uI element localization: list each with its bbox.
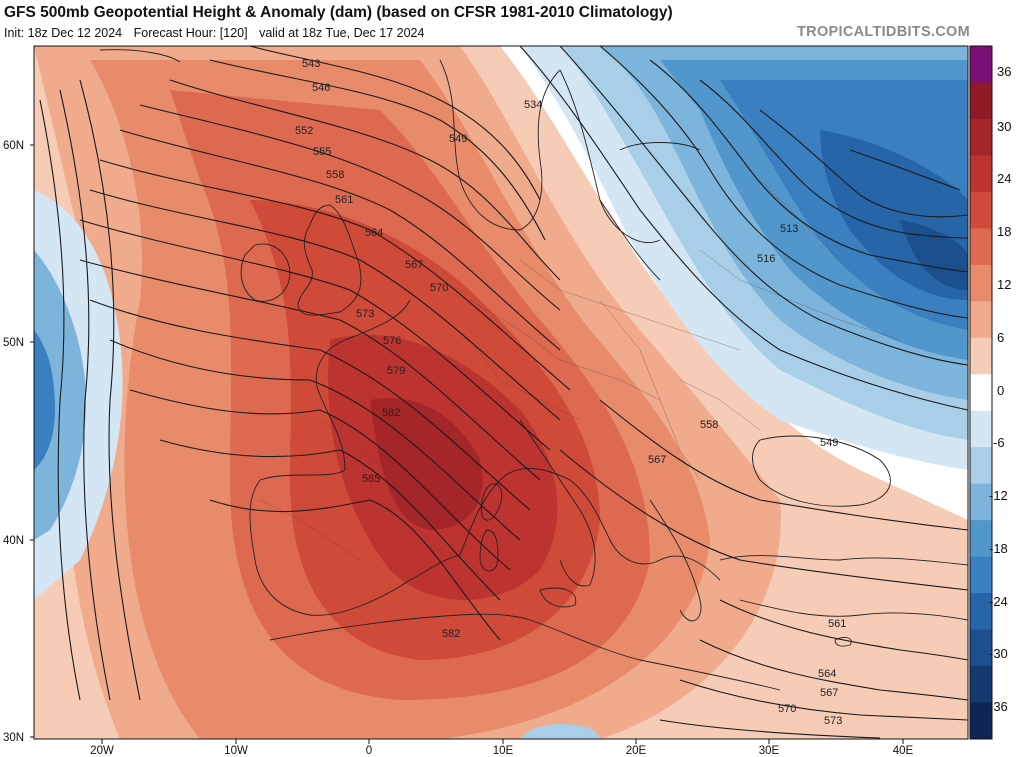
colorbar [969, 45, 993, 740]
height-label: 582 [442, 628, 460, 640]
lon-label: 10W [224, 745, 248, 757]
height-label: 549 [449, 133, 467, 145]
valid-time: valid at 18z Tue, Dec 17 2024 [259, 26, 425, 40]
map-title: GFS 500mb Geopotential Height & Anomaly … [4, 4, 673, 21]
colorbar-segment [970, 337, 992, 375]
height-label: 558 [326, 169, 344, 181]
colorbar-tick: -12 [989, 488, 1008, 503]
colorbar-tick: 12 [997, 277, 1011, 292]
height-label: 567 [648, 454, 666, 466]
colorbar-segment [970, 556, 992, 594]
height-label: 564 [365, 227, 383, 239]
colorbar-segment [970, 155, 992, 193]
height-label: 579 [387, 365, 405, 377]
colorbar-segment [970, 118, 992, 156]
height-label: 570 [778, 703, 796, 715]
colorbar-tick: -30 [989, 646, 1008, 661]
colorbar-tick: 30 [997, 119, 1011, 134]
colorbar-tick: 36 [997, 64, 1011, 79]
colorbar-tick: -6 [993, 435, 1005, 450]
height-label: 543 [302, 58, 320, 70]
brand-watermark: TROPICALTIDBITS.COM [797, 24, 970, 40]
lon-label: 40E [893, 745, 914, 757]
colorbar-segment [970, 301, 992, 339]
height-label: 576 [383, 335, 401, 347]
height-label: 585 [362, 473, 380, 485]
colorbar-tick: -18 [989, 541, 1008, 556]
colorbar-segment [970, 447, 992, 485]
colorbar-segment [970, 593, 992, 631]
colorbar-segment [970, 191, 992, 229]
init-time: Init: 18z Dec 12 2024 [4, 26, 123, 40]
latitude-axis: 30N 40N 50N 60N [3, 140, 34, 744]
lon-label: 20W [90, 745, 114, 757]
colorbar-segment [970, 629, 992, 667]
height-label: 564 [818, 668, 836, 680]
lat-label: 50N [3, 337, 24, 349]
colorbar-segment [970, 264, 992, 302]
height-label: 549 [820, 437, 838, 449]
forecast-hour: Forecast Hour: [120] [133, 26, 248, 40]
height-label: 573 [824, 715, 842, 727]
height-label: 567 [820, 687, 838, 699]
height-label: 567 [405, 259, 423, 271]
height-label: 513 [780, 223, 798, 235]
lat-label: 30N [3, 732, 24, 744]
lat-label: 60N [3, 140, 24, 152]
map-frame [33, 45, 969, 740]
lat-label: 40N [3, 535, 24, 547]
colorbar-tick: 0 [997, 383, 1004, 398]
colorbar-tick: 18 [997, 224, 1011, 239]
colorbar-segment [970, 483, 992, 521]
coastlines [99, 49, 968, 691]
height-contours [39, 46, 968, 739]
lon-label: 30E [759, 745, 780, 757]
lon-label: 20E [626, 745, 647, 757]
colorbar-tick: -24 [989, 594, 1008, 609]
height-label: 558 [700, 419, 718, 431]
colorbar-ticks: 36 30 24 18 12 6 0 -6 -12 -18 -24 -30 -3… [989, 64, 1011, 714]
colorbar-segment [970, 46, 992, 83]
lon-label: 10E [493, 745, 514, 757]
colorbar-segment [970, 666, 992, 704]
colorbar-tick: 24 [997, 171, 1011, 186]
height-label: 552 [295, 125, 313, 137]
colorbar-border [969, 45, 993, 740]
colorbar-tick: 6 [997, 330, 1004, 345]
height-label: 516 [757, 253, 775, 265]
colorbar-segment [970, 82, 992, 120]
anomaly-shading [34, 46, 968, 739]
height-labels: 543 546 552 555 558 561 564 567 570 573 … [295, 58, 846, 727]
map-subtitle: Init: 18z Dec 12 2024 Forecast Hour: [12… [4, 26, 432, 40]
longitude-axis: 20W 10W 0 10E 20E 30E 40E [90, 739, 914, 757]
height-label: 561 [335, 194, 353, 206]
colorbar-segment [970, 520, 992, 558]
lon-label: 0 [366, 745, 372, 757]
colorbar-tick: -36 [989, 699, 1008, 714]
height-label: 570 [430, 282, 448, 294]
height-label: 573 [356, 308, 374, 320]
colorbar-segment [970, 410, 992, 448]
height-label: 561 [828, 618, 846, 630]
height-label: 582 [382, 407, 400, 419]
colorbar-segment [970, 228, 992, 266]
height-label: 546 [312, 82, 330, 94]
height-label: 555 [313, 146, 331, 158]
colorbar-segment [970, 374, 992, 412]
height-label: 534 [524, 99, 542, 111]
colorbar-segment [970, 702, 992, 740]
